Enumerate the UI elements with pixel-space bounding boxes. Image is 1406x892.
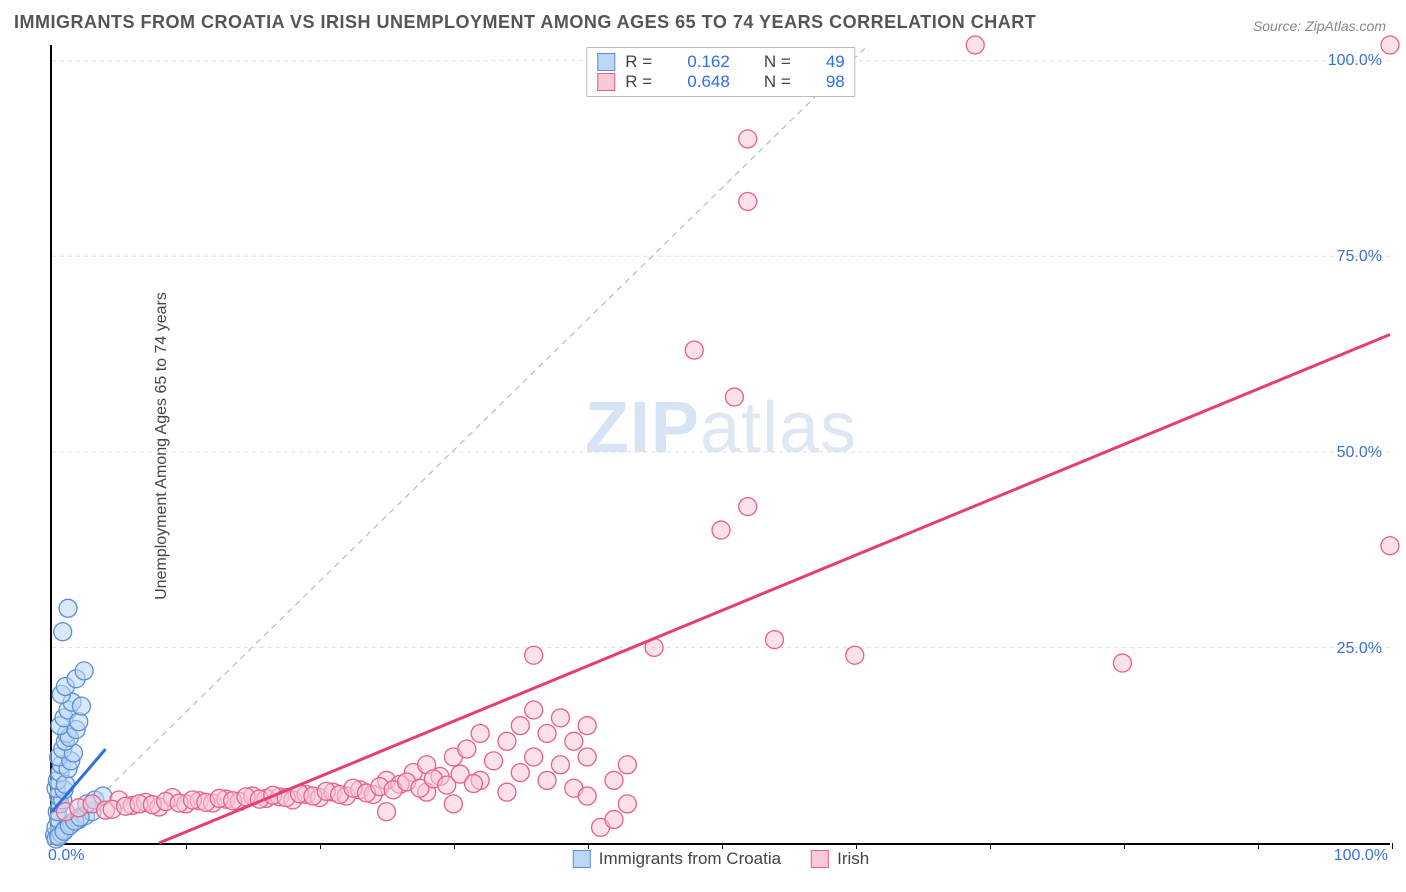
x-max-label: 100.0% <box>1334 847 1388 865</box>
legend-row-croatia: R = 0.162 N = 49 <box>597 52 844 72</box>
x-tick <box>1124 843 1125 849</box>
x-tick <box>454 843 455 849</box>
swatch-blue-icon <box>597 53 615 71</box>
chart-title: IMMIGRANTS FROM CROATIA VS IRISH UNEMPLO… <box>14 12 1036 33</box>
x-tick <box>186 843 187 849</box>
swatch-blue-icon <box>573 850 591 868</box>
correlation-legend: R = 0.162 N = 49 R = 0.648 N = 98 <box>586 47 855 97</box>
x-tick <box>1258 843 1259 849</box>
r-label: R = <box>625 72 677 92</box>
series-legend: Immigrants from Croatia Irish <box>573 849 869 869</box>
swatch-pink-icon <box>811 850 829 868</box>
x-tick <box>320 843 321 849</box>
swatch-pink-icon <box>597 73 615 91</box>
x-origin-label: 0.0% <box>48 847 84 865</box>
legend-row-irish: R = 0.648 N = 98 <box>597 72 844 92</box>
y-tick-label: 100.0% <box>1328 52 1382 70</box>
legend-item-irish: Irish <box>811 849 869 869</box>
source-attribution: Source: ZipAtlas.com <box>1253 18 1386 34</box>
y-tick-label: 25.0% <box>1337 640 1382 658</box>
plot-svg <box>52 45 1390 843</box>
legend-label-irish: Irish <box>837 849 869 869</box>
y-tick-label: 75.0% <box>1337 248 1382 266</box>
n-value-croatia: 49 <box>826 52 845 72</box>
r-value-croatia: 0.162 <box>687 52 730 72</box>
n-label: N = <box>764 52 816 72</box>
r-label: R = <box>625 52 677 72</box>
x-tick <box>990 843 991 849</box>
legend-label-croatia: Immigrants from Croatia <box>599 849 781 869</box>
y-tick-label: 50.0% <box>1337 444 1382 462</box>
n-label: N = <box>764 72 816 92</box>
plot-area: ZIPatlas R = 0.162 N = 49 R = 0.648 N = … <box>50 45 1390 845</box>
legend-item-croatia: Immigrants from Croatia <box>573 849 781 869</box>
n-value-irish: 98 <box>826 72 845 92</box>
r-value-irish: 0.648 <box>687 72 730 92</box>
x-tick <box>1392 843 1393 849</box>
